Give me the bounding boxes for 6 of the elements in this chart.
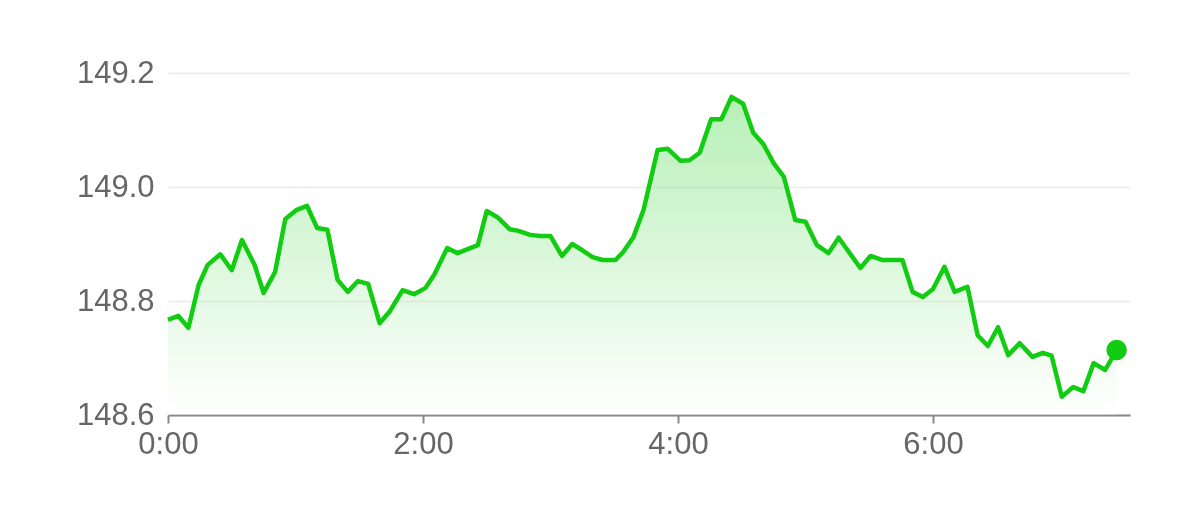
y-tick-label: 149.0 — [76, 168, 155, 204]
y-tick-label: 149.2 — [76, 54, 155, 90]
y-tick-label: 148.8 — [76, 282, 155, 318]
x-tick-label: 2:00 — [393, 425, 454, 461]
x-tick-label: 4:00 — [648, 425, 709, 461]
x-tick-label: 6:00 — [903, 425, 964, 461]
